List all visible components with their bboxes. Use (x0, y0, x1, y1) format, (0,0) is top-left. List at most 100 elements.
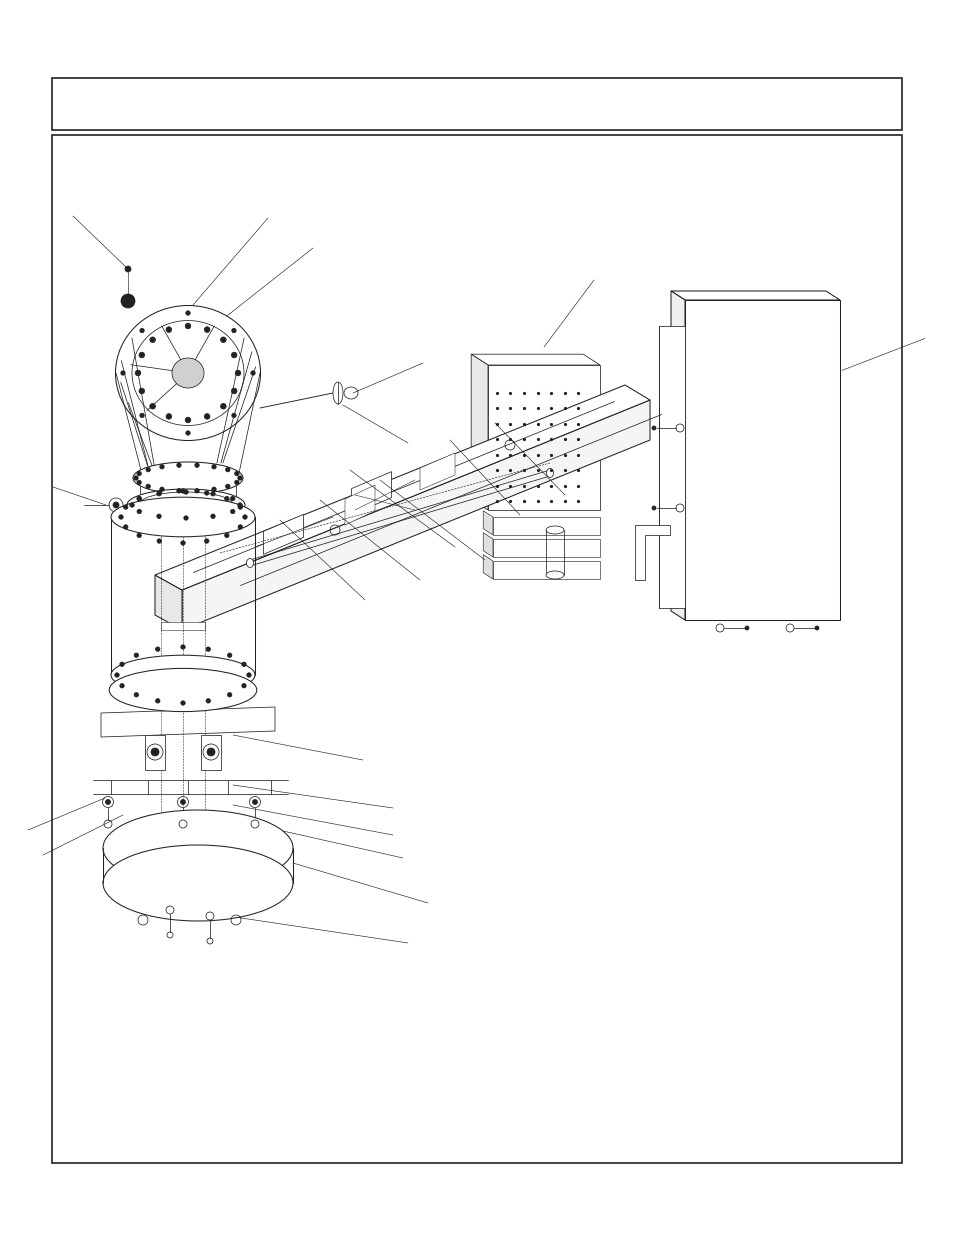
Circle shape (227, 693, 232, 697)
Circle shape (181, 541, 185, 545)
Ellipse shape (546, 468, 553, 478)
Circle shape (181, 489, 185, 493)
Circle shape (247, 673, 251, 677)
Circle shape (227, 653, 232, 657)
Circle shape (120, 662, 124, 667)
Circle shape (134, 653, 138, 657)
Circle shape (185, 324, 191, 329)
Circle shape (224, 534, 229, 537)
Circle shape (204, 490, 209, 495)
Circle shape (119, 515, 123, 519)
Circle shape (232, 388, 236, 394)
Ellipse shape (115, 305, 260, 441)
Ellipse shape (132, 462, 243, 494)
Polygon shape (471, 354, 488, 510)
Ellipse shape (111, 656, 254, 695)
Circle shape (204, 327, 210, 332)
Circle shape (211, 514, 215, 519)
Circle shape (212, 487, 216, 492)
Circle shape (237, 475, 242, 480)
Polygon shape (670, 291, 840, 300)
Circle shape (139, 352, 145, 358)
Circle shape (234, 472, 239, 475)
Polygon shape (493, 538, 599, 557)
Circle shape (241, 683, 246, 688)
Circle shape (146, 484, 151, 489)
Circle shape (194, 463, 199, 467)
Circle shape (151, 748, 159, 756)
Circle shape (112, 501, 119, 508)
Circle shape (137, 480, 141, 484)
Circle shape (180, 799, 185, 804)
Ellipse shape (545, 526, 563, 534)
Polygon shape (182, 400, 649, 630)
Ellipse shape (109, 668, 256, 711)
Polygon shape (471, 354, 599, 366)
Circle shape (150, 404, 155, 409)
Circle shape (123, 525, 128, 529)
Circle shape (157, 490, 161, 495)
Circle shape (137, 509, 141, 514)
Polygon shape (482, 555, 493, 579)
Polygon shape (482, 532, 493, 557)
Circle shape (251, 370, 255, 375)
Circle shape (241, 662, 246, 667)
Circle shape (137, 534, 141, 537)
Bar (161, 622, 205, 630)
Circle shape (121, 294, 135, 308)
Circle shape (651, 426, 656, 430)
Circle shape (211, 492, 215, 496)
Ellipse shape (344, 387, 357, 399)
Circle shape (184, 516, 188, 520)
Polygon shape (493, 517, 599, 535)
Circle shape (234, 480, 239, 484)
Circle shape (184, 490, 188, 494)
Polygon shape (419, 453, 455, 490)
Circle shape (243, 515, 247, 519)
Circle shape (121, 370, 125, 375)
Circle shape (123, 505, 128, 509)
Ellipse shape (103, 845, 293, 921)
Circle shape (226, 484, 230, 489)
Circle shape (146, 467, 151, 472)
Circle shape (120, 683, 124, 688)
Circle shape (212, 464, 216, 469)
Circle shape (133, 475, 138, 480)
Polygon shape (635, 525, 669, 580)
Circle shape (237, 503, 242, 508)
Ellipse shape (246, 558, 253, 568)
Ellipse shape (545, 571, 563, 579)
Circle shape (744, 626, 748, 630)
Polygon shape (488, 366, 599, 510)
Circle shape (155, 699, 160, 703)
Circle shape (186, 431, 190, 435)
Circle shape (150, 337, 155, 342)
Circle shape (238, 525, 242, 529)
Circle shape (135, 370, 141, 375)
Circle shape (166, 414, 172, 419)
Polygon shape (482, 511, 493, 535)
Polygon shape (154, 385, 649, 590)
Circle shape (207, 748, 214, 756)
Bar (145, 735, 165, 769)
Circle shape (253, 799, 257, 804)
Circle shape (155, 647, 160, 651)
Polygon shape (670, 291, 684, 620)
Circle shape (160, 464, 164, 469)
Polygon shape (101, 706, 274, 737)
Ellipse shape (127, 489, 245, 521)
Ellipse shape (103, 810, 293, 885)
Circle shape (140, 329, 144, 332)
Polygon shape (493, 561, 599, 579)
Circle shape (137, 496, 141, 501)
Circle shape (137, 496, 141, 500)
Circle shape (232, 329, 236, 332)
Circle shape (651, 506, 656, 510)
Polygon shape (263, 515, 303, 555)
Circle shape (160, 487, 164, 492)
Circle shape (238, 505, 242, 509)
Circle shape (176, 463, 181, 467)
Circle shape (220, 404, 226, 409)
Polygon shape (659, 326, 684, 608)
Circle shape (156, 492, 161, 496)
